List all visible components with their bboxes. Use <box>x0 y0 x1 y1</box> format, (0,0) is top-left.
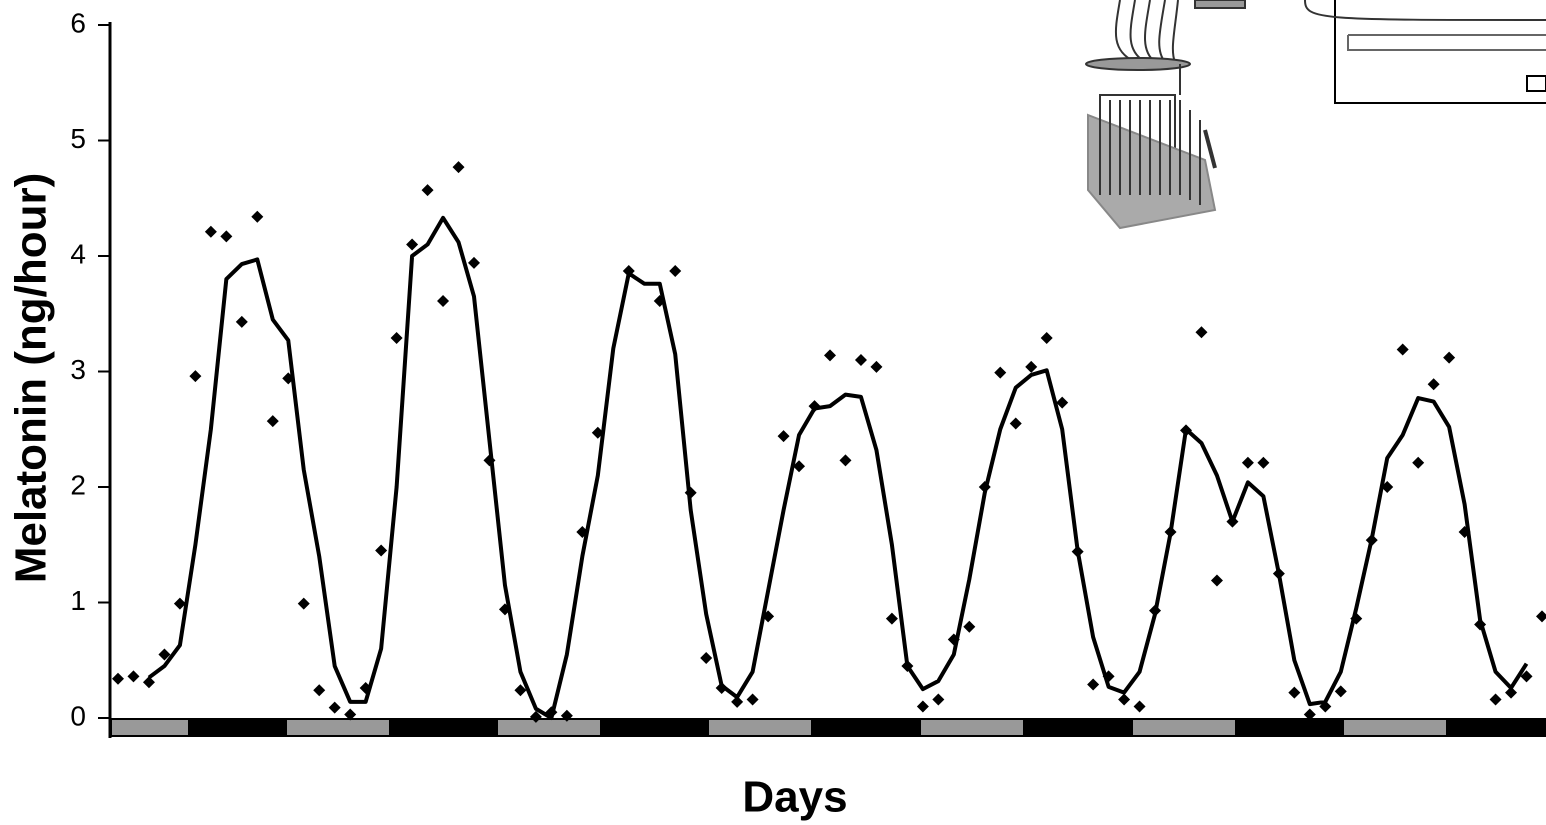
data-point <box>1257 456 1270 469</box>
light-segment <box>921 720 1023 735</box>
data-point <box>1025 360 1038 373</box>
data-point <box>328 701 341 714</box>
data-point <box>112 672 124 685</box>
data-point <box>746 693 759 706</box>
data-point <box>1396 343 1409 356</box>
y-tick-label: 4 <box>70 238 86 269</box>
light-segment <box>112 720 188 735</box>
data-point <box>1210 574 1223 587</box>
y-tick-label: 3 <box>70 354 86 385</box>
data-point <box>1087 678 1100 691</box>
data-point <box>916 700 929 713</box>
data-point <box>669 265 682 278</box>
y-tick-label: 1 <box>70 585 86 616</box>
y-tick-label: 5 <box>70 123 86 154</box>
data-point <box>313 684 326 697</box>
data-point <box>1505 686 1518 699</box>
data-point <box>824 349 836 362</box>
y-axis-title: Melatonin (ng/hour) <box>7 173 56 584</box>
data-point <box>514 684 527 697</box>
data-point <box>1303 708 1316 721</box>
x-axis-title: Days <box>742 773 847 822</box>
data-point <box>1520 670 1533 683</box>
data-point <box>994 366 1007 379</box>
data-point <box>885 612 898 625</box>
data-point <box>1443 351 1456 364</box>
data-point <box>870 360 883 373</box>
data-point <box>731 695 744 708</box>
data-point <box>390 332 403 345</box>
data-point <box>793 460 806 473</box>
data-point <box>266 415 279 428</box>
light-segment <box>1133 720 1235 735</box>
data-point <box>251 210 264 223</box>
data-point <box>406 238 419 251</box>
data-point <box>1133 700 1146 713</box>
data-point <box>158 648 171 661</box>
light-segment <box>1344 720 1446 735</box>
data-point <box>1195 326 1208 339</box>
y-tick-label: 0 <box>70 700 86 731</box>
data-point <box>700 651 713 664</box>
data-point <box>173 597 186 610</box>
data-point <box>1056 396 1069 409</box>
data-point <box>1427 378 1440 391</box>
data-point <box>142 676 155 689</box>
light-dark-bar <box>110 718 1546 737</box>
data-point <box>1288 686 1301 699</box>
data-point <box>344 708 357 721</box>
y-tick-label: 6 <box>70 7 86 38</box>
light-segment <box>287 720 389 735</box>
data-point <box>560 709 573 722</box>
data-point <box>204 225 217 238</box>
data-point <box>235 315 248 328</box>
data-point <box>963 620 976 633</box>
data-point <box>854 353 867 366</box>
data-point <box>127 670 140 683</box>
data-point <box>1334 685 1347 698</box>
data-point <box>189 370 202 383</box>
light-segment <box>498 720 600 735</box>
data-point <box>1118 693 1131 706</box>
data-point <box>529 710 542 723</box>
data-point <box>375 544 388 557</box>
inset-illustration <box>1085 0 1546 230</box>
data-point <box>468 256 480 269</box>
data-point <box>452 161 465 174</box>
data-point <box>220 230 233 243</box>
data-point <box>1536 610 1546 623</box>
light-segment <box>709 720 811 735</box>
data-point <box>1489 693 1502 706</box>
y-tick-label: 2 <box>70 469 86 500</box>
data-point <box>421 184 434 197</box>
data-point <box>1040 332 1053 345</box>
data-point <box>1241 456 1254 469</box>
data-point <box>777 430 790 443</box>
data-point <box>297 597 310 610</box>
data-point <box>1412 456 1425 469</box>
data-point <box>437 295 450 308</box>
data-point <box>839 454 852 467</box>
trend-line <box>147 215 1529 720</box>
data-point <box>1009 417 1022 430</box>
data-point <box>932 693 945 706</box>
